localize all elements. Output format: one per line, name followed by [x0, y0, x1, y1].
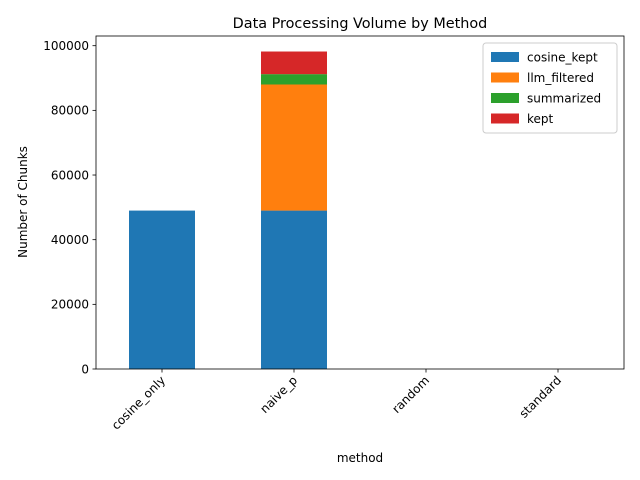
legend-swatch-summarized [491, 93, 519, 103]
y-tick-label: 0 [81, 362, 89, 376]
chart-title: Data Processing Volume by Method [233, 16, 488, 32]
legend-frame [482, 42, 618, 134]
legend-swatch-cosine_kept [491, 52, 519, 62]
legend-label-llm_filtered: llm_filtered [527, 71, 594, 85]
bar-cosine_kept-naive_p [261, 210, 327, 369]
bar-llm_filtered-naive_p [261, 84, 327, 211]
legend-swatch-kept [491, 113, 519, 124]
bar-kept-naive_p [261, 51, 327, 75]
y-tick-label: 20000 [51, 298, 89, 312]
plot-area-frame [95, 35, 625, 370]
bars-group [129, 51, 327, 369]
bar-summarized-naive_p [261, 74, 327, 85]
y-tick-label: 40000 [51, 233, 89, 247]
y-axis: 0 20000 40000 60000 80000 100000 [43, 39, 96, 376]
y-axis-title: Number of Chunks [16, 146, 30, 258]
legend-label-summarized: summarized [527, 92, 601, 106]
legend-label-cosine_kept: cosine_kept [527, 51, 598, 65]
legend-swatch-llm_filtered [491, 72, 519, 83]
legend-label-kept: kept [527, 112, 554, 126]
x-axis-title: method [337, 451, 383, 465]
legend: cosine_kept llm_filtered summarized kept [482, 42, 618, 134]
y-tick-label: 100000 [43, 39, 89, 53]
y-tick-label: 60000 [51, 168, 89, 182]
bar-cosine_kept-cosine_only [129, 210, 195, 369]
y-tick-label: 80000 [51, 104, 89, 118]
